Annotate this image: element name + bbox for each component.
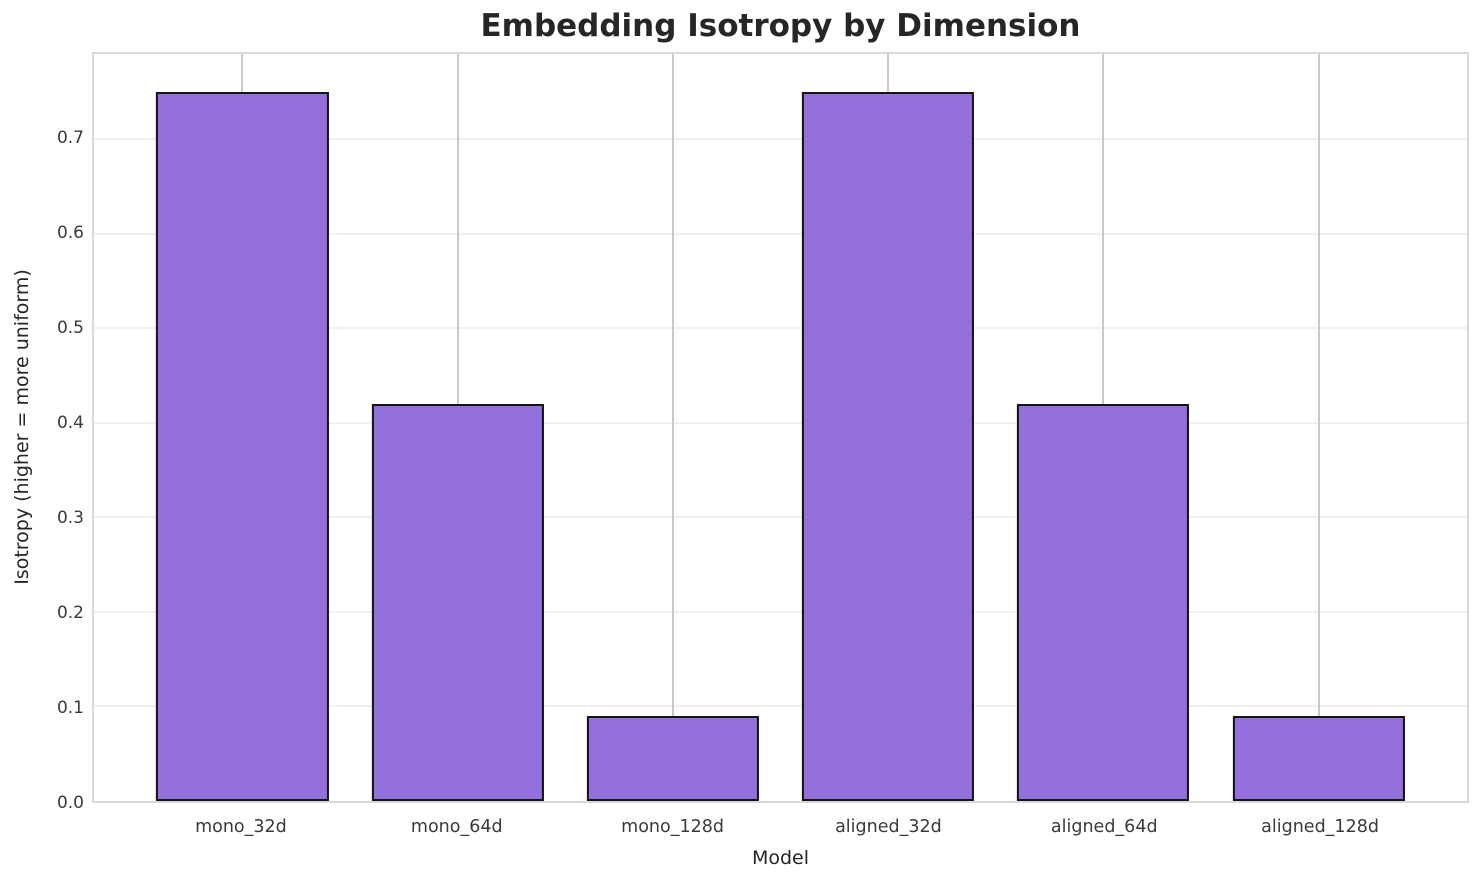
bar-mono_128d	[586, 715, 759, 801]
bar-mono_32d	[156, 91, 329, 801]
x-tick-label: mono_32d	[195, 817, 287, 837]
y-tick-label: 0.0	[56, 793, 84, 813]
y-tick-label: 0.2	[56, 602, 84, 623]
y-tick-label: 0.4	[56, 412, 84, 433]
bar-aligned_128d	[1232, 715, 1405, 801]
x-axis-label: Model	[751, 847, 810, 869]
x-tick-label: aligned_32d	[835, 817, 942, 837]
horizontal-gridline	[94, 516, 1467, 519]
vertical-gridline	[671, 54, 674, 801]
horizontal-gridline	[94, 327, 1467, 330]
y-tick-label: 0.5	[56, 317, 84, 338]
x-tick-label: mono_128d	[621, 817, 724, 837]
y-axis-label: Isotropy (higher = more uniform)	[11, 269, 33, 585]
horizontal-gridline	[94, 610, 1467, 613]
horizontal-gridline	[94, 232, 1467, 235]
horizontal-gridline	[94, 138, 1467, 141]
bar-aligned_64d	[1017, 403, 1190, 801]
vertical-gridline	[1317, 54, 1320, 801]
y-tick-label: 0.3	[56, 507, 84, 528]
plot-area	[92, 52, 1469, 803]
bar-aligned_32d	[802, 91, 975, 801]
bar-mono_64d	[371, 403, 544, 801]
y-tick-label: 0.1	[56, 697, 84, 718]
chart-title: Embedding Isotropy by Dimension	[480, 8, 1081, 44]
horizontal-gridline	[94, 421, 1467, 424]
x-tick-label: aligned_128d	[1261, 817, 1379, 837]
y-tick-label: 0.6	[56, 222, 84, 243]
x-tick-label: aligned_64d	[1050, 817, 1158, 837]
horizontal-gridline	[94, 705, 1467, 708]
y-tick-label: 0.7	[56, 127, 84, 148]
x-tick-label: mono_64d	[410, 817, 503, 837]
